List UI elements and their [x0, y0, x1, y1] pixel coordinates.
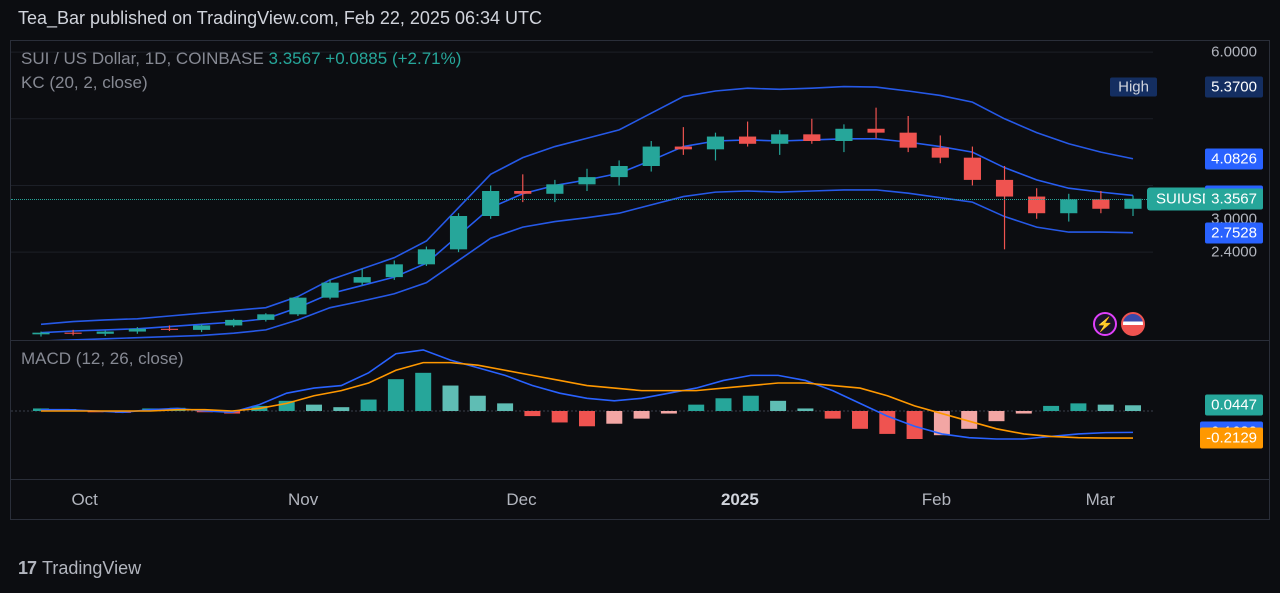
flag-icon[interactable] — [1121, 312, 1145, 336]
high-badge: High — [1110, 78, 1157, 97]
tv-brand: TradingView — [42, 558, 141, 579]
price-pane[interactable]: SUI / US Dollar, 1D, COINBASE 3.3567 +0.… — [10, 40, 1270, 340]
tv-logo-icon: 17 — [18, 558, 36, 579]
tradingview-footer: 17 TradingView — [18, 558, 141, 579]
price-change: +0.0885 — [325, 49, 387, 68]
macd-pane[interactable]: MACD (12, 26, close) 0.0447-0.1682-0.212… — [10, 340, 1270, 480]
macd-yaxis: 0.0447-0.1682-0.2129 — [1157, 341, 1267, 479]
last-price-line — [11, 199, 1153, 200]
macd-chart-svg — [11, 341, 1271, 481]
time-axis: OctNovDec2025FebMar — [10, 480, 1270, 520]
kc-indicator-label: KC (20, 2, close) — [21, 71, 461, 95]
macd-title: MACD (12, 26, close) — [21, 349, 184, 368]
publish-header: Tea_Bar published on TradingView.com, Fe… — [0, 0, 1280, 35]
lightning-icon[interactable]: ⚡ — [1093, 312, 1117, 336]
price-change-pct: (+2.71%) — [392, 49, 461, 68]
last-price: 3.3567 — [269, 49, 321, 68]
chart-area: SUI / US Dollar, 1D, COINBASE 3.3567 +0.… — [10, 40, 1270, 533]
chart-icon-badges: ⚡ — [1093, 312, 1145, 336]
price-yaxis: 6.00002.40005.37004.08263.41773.35673.00… — [1157, 41, 1267, 340]
macd-legend: MACD (12, 26, close) — [21, 347, 184, 371]
main-legend: SUI / US Dollar, 1D, COINBASE 3.3567 +0.… — [21, 47, 461, 95]
symbol-title: SUI / US Dollar, 1D, COINBASE — [21, 49, 264, 68]
